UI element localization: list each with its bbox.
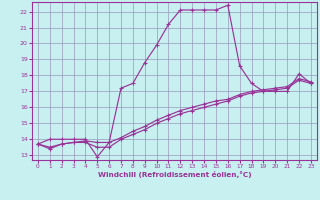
X-axis label: Windchill (Refroidissement éolien,°C): Windchill (Refroidissement éolien,°C) [98, 171, 251, 178]
